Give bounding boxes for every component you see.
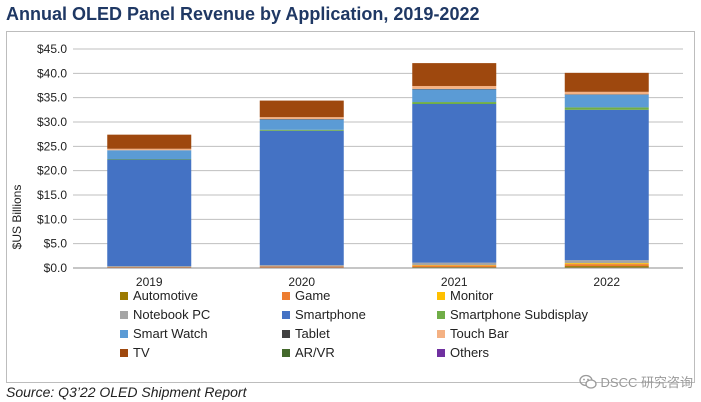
legend-label: Smartphone Subdisplay: [450, 307, 589, 322]
y-tick-label: $35.0: [37, 91, 67, 105]
bar-segment: [259, 265, 344, 267]
bar-segment: [107, 266, 192, 268]
bar-segment: [412, 103, 497, 263]
bar-segment: [412, 265, 497, 268]
bars: [107, 63, 649, 268]
bar-segment: [259, 100, 344, 118]
legend-label: Touch Bar: [450, 326, 509, 341]
y-tick-label: $25.0: [37, 139, 67, 153]
chart-title: Annual OLED Panel Revenue by Application…: [6, 4, 480, 24]
axes: $0.0 $5.0 $10.0 $15.0 $20.0 $25.0 $30.0 $35.0 $4…: [37, 42, 683, 289]
bar-segment: [564, 109, 649, 261]
legend-swatch: [120, 292, 128, 300]
y-tick-label: $40.0: [37, 66, 67, 80]
y-tick-label: $0.0: [44, 261, 68, 275]
legend-label: Smart Watch: [133, 326, 208, 341]
y-tick-label: $10.0: [37, 212, 67, 226]
bar-segment: [564, 107, 649, 110]
legend-swatch: [437, 292, 445, 300]
watermark-text: DSCC 研究咨询: [600, 375, 693, 390]
bar-segment: [564, 264, 649, 267]
legend: Automotive Game Monitor Notebook PC Smartpho…: [120, 288, 589, 360]
legend-swatch: [437, 349, 445, 357]
legend-label: Tablet: [295, 326, 330, 341]
y-axis-label: $US Billions: [10, 185, 24, 250]
legend-swatch: [120, 349, 128, 357]
x-tick-label: 2022: [593, 275, 620, 289]
legend-swatch: [437, 330, 445, 338]
y-tick-label: $45.0: [37, 42, 67, 56]
legend-label: TV: [133, 345, 150, 360]
legend-label: Monitor: [450, 288, 494, 303]
legend-swatch: [437, 311, 445, 319]
bar-segment: [412, 85, 497, 89]
y-tick-label: $5.0: [44, 237, 68, 251]
bar-segment: [107, 134, 192, 149]
watermark: DSCC 研究咨询: [578, 372, 693, 391]
bar-segment: [107, 148, 192, 151]
legend-label: AR/VR: [295, 345, 335, 360]
bar-segment: [107, 159, 192, 267]
legend-label: Smartphone: [295, 307, 366, 322]
legend-swatch: [282, 292, 290, 300]
bar-segment: [564, 266, 649, 268]
bar-segment: [412, 102, 497, 104]
bar-segment: [412, 63, 497, 86]
y-tick-label: $15.0: [37, 188, 67, 202]
stacked-bar-chart: $0.0 $5.0 $10.0 $15.0 $20.0 $25.0 $30.0 $35.0 $4…: [10, 42, 683, 360]
chart-frame: $0.0 $5.0 $10.0 $15.0 $20.0 $25.0 $30.0 $35.0 $4…: [6, 31, 695, 383]
legend-label: Notebook PC: [133, 307, 210, 322]
bar-segment: [412, 262, 497, 266]
bar-segment: [259, 129, 344, 131]
bar-segment: [259, 130, 344, 266]
x-tick-label: 2020: [288, 275, 315, 289]
y-tick-label: $30.0: [37, 115, 67, 129]
legend-swatch: [120, 330, 128, 338]
legend-swatch: [282, 311, 290, 319]
legend-label: Others: [450, 345, 490, 360]
legend-label: Game: [295, 288, 330, 303]
bar-segment: [259, 117, 344, 120]
x-tick-label: 2021: [441, 275, 468, 289]
bar-segment: [107, 150, 192, 159]
bar-segment: [259, 119, 344, 130]
bar-segment: [412, 89, 497, 103]
x-tick-label: 2019: [136, 275, 163, 289]
wechat-icon: [578, 374, 597, 389]
legend-swatch: [282, 330, 290, 338]
bar-segment: [564, 94, 649, 108]
bar-segment: [564, 91, 649, 95]
source-note: Source: Q3’22 OLED Shipment Report: [6, 384, 247, 400]
bar-segment: [564, 260, 649, 264]
bar-segment: [564, 72, 649, 92]
legend-swatch: [282, 349, 290, 357]
bar-segment: [259, 266, 344, 268]
bar-segment: [564, 263, 649, 265]
legend-swatch: [120, 311, 128, 319]
y-tick-label: $20.0: [37, 164, 67, 178]
legend-label: Automotive: [133, 288, 198, 303]
